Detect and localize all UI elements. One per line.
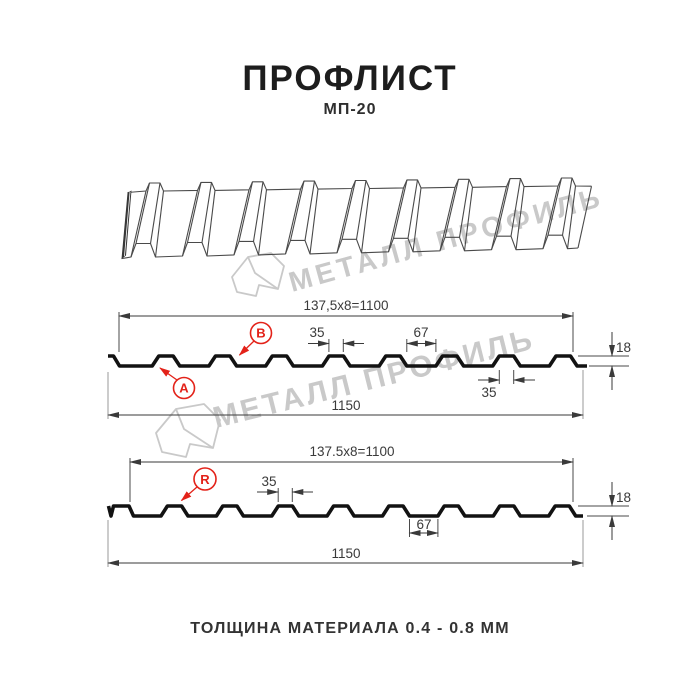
profile-section-ab: 137,5x8=1100 35 67 35 18 1150 (107, 298, 631, 419)
3d-sheet-line (458, 179, 470, 238)
dim-label-groove-width: 67 (413, 325, 428, 340)
3d-sheet-line (407, 179, 419, 239)
dim-label-height: 18 (616, 340, 631, 355)
callout-r: R (180, 467, 217, 502)
dim-label-total-width: 1150 (331, 398, 360, 413)
3d-sheet-line (566, 185, 577, 249)
3d-sheet-line (341, 180, 357, 240)
3d-sheet-line (336, 188, 353, 253)
callout-b-letter: B (256, 326, 265, 341)
3d-sheet-line (510, 178, 522, 237)
profile-outline-ab (108, 354, 587, 368)
profile-3d-view (121, 177, 593, 260)
callout-r-letter: R (200, 472, 210, 487)
3d-sheet-line (309, 189, 319, 254)
3d-sheet-line (124, 191, 131, 257)
3d-sheet-line (412, 187, 422, 252)
3d-sheet-line (186, 182, 202, 243)
dim-label-underside-width: 35 (481, 385, 496, 400)
callout-a-letter: A (179, 381, 189, 396)
3d-sheet-line (542, 185, 559, 249)
3d-sheet-line (206, 190, 216, 257)
3d-sheet-line (130, 190, 147, 258)
3d-sheet-line (360, 188, 371, 253)
3d-sheet-line (355, 180, 367, 240)
3d-sheet-line (121, 190, 132, 259)
dim-label-working-width: 137,5x8=1100 (304, 298, 389, 313)
3d-sheet-line (387, 187, 405, 252)
3d-sheet-line (201, 182, 213, 243)
dim-label-height: 18 (616, 490, 631, 505)
3d-sheet-line (547, 177, 563, 236)
dim-label-crest-width: 35 (309, 325, 324, 340)
watermark-text: МЕТАЛЛ ПРОФИЛЬ (285, 181, 606, 298)
3d-sheet-line (444, 179, 460, 238)
3d-sheet-line (233, 189, 250, 256)
metall-profil-logo-icon (231, 252, 285, 297)
3d-sheet-line (463, 187, 474, 251)
3d-sheet-line (561, 177, 573, 236)
dim-label-total-width: 1150 (331, 546, 360, 561)
3d-sheet-line (515, 186, 525, 250)
3d-sheet-line (257, 189, 268, 255)
3d-sheet-line (135, 182, 151, 244)
3d-sheet-line (238, 181, 254, 242)
3d-sheet-line (392, 179, 408, 239)
3d-sheet-line (127, 177, 592, 194)
3d-sheet-line (439, 187, 456, 251)
3d-sheet-line (577, 186, 593, 249)
3d-sheet-line (490, 186, 508, 250)
3d-sheet-line (495, 178, 511, 237)
3d-sheet-line (304, 181, 316, 241)
3d-sheet-line (149, 182, 161, 244)
3d-sheet-line (154, 190, 165, 258)
dim-label-groove-width: 67 (416, 517, 431, 532)
3d-sheet-line (289, 181, 305, 241)
page-subtitle: МП-20 (324, 101, 377, 118)
callout-b: B (238, 321, 273, 356)
dim-label-working-width: 137.5x8=1100 (310, 444, 395, 459)
3d-sheet-line (252, 181, 264, 242)
footer-note: ТОЛЩИНА МАТЕРИАЛА 0.4 - 0.8 ММ (190, 620, 510, 637)
profile-section-r: 137.5x8=1100 35 67 18 1150 R (106, 444, 631, 567)
page-title: ПРОФЛИСТ (242, 59, 457, 98)
3d-sheet-line (284, 189, 302, 255)
3d-sheet-line (181, 190, 199, 257)
metall-profil-logo-icon (155, 403, 221, 458)
callout-a: A (159, 367, 196, 400)
3d-sheet-line (121, 234, 579, 260)
profile-outline-r (106, 504, 583, 518)
dim-label-crest-width: 35 (261, 474, 276, 489)
